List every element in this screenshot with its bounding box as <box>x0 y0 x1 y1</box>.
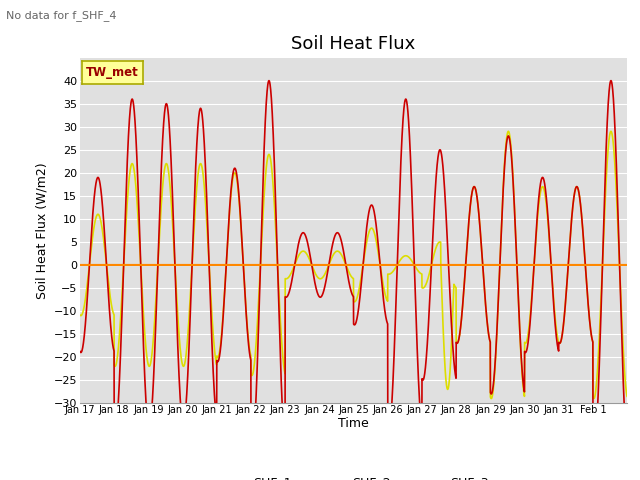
Legend: SHF_1, SHF_2, SHF_3: SHF_1, SHF_2, SHF_3 <box>213 471 494 480</box>
Text: No data for f_SHF_4: No data for f_SHF_4 <box>6 10 117 21</box>
X-axis label: Time: Time <box>338 418 369 431</box>
Y-axis label: Soil Heat Flux (W/m2): Soil Heat Flux (W/m2) <box>35 162 48 299</box>
Text: TW_met: TW_met <box>86 66 139 79</box>
Title: Soil Heat Flux: Soil Heat Flux <box>291 35 416 53</box>
